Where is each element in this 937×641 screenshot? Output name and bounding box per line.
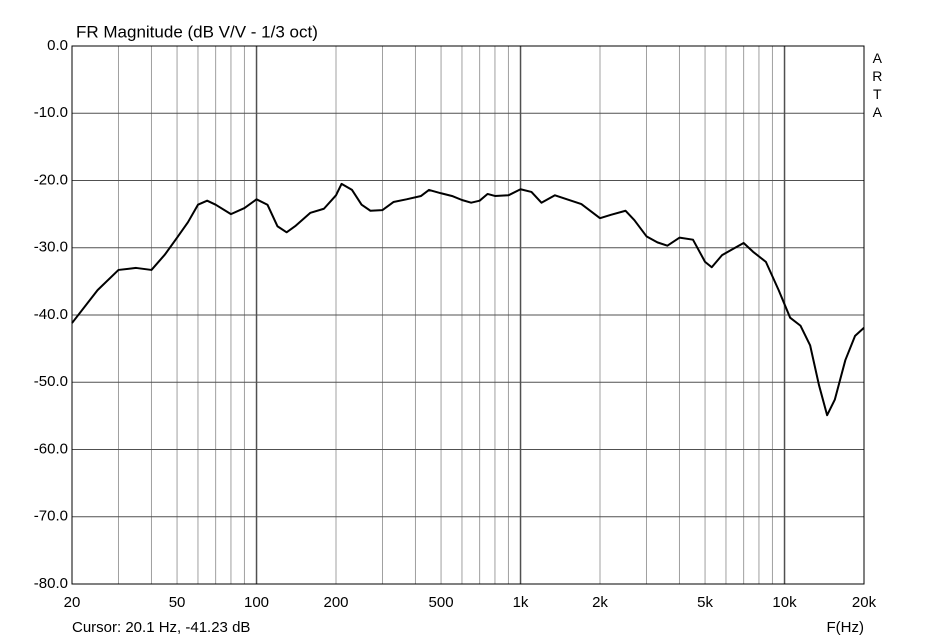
y-tick-label: -60.0 xyxy=(34,440,68,457)
y-tick-label: -50.0 xyxy=(34,373,68,390)
cursor-readout: Cursor: 20.1 Hz, -41.23 dB xyxy=(72,619,250,636)
y-tick-label: -20.0 xyxy=(34,171,68,188)
data-line xyxy=(71,182,865,417)
y-tick-label: -80.0 xyxy=(34,575,68,592)
x-tick-label: 10k xyxy=(772,594,797,611)
y-tick-label: -10.0 xyxy=(34,104,68,121)
y-tick-label: -30.0 xyxy=(34,239,68,256)
x-tick-label: 500 xyxy=(429,594,454,611)
y-tick-label: -70.0 xyxy=(34,508,68,525)
plot-frame xyxy=(71,45,865,585)
y-tick-label: -40.0 xyxy=(34,306,68,323)
y-tick-label: 0.0 xyxy=(47,37,68,54)
x-tick-label: 5k xyxy=(697,594,713,611)
x-tick-label: 50 xyxy=(169,594,186,611)
watermark: ARTA xyxy=(869,50,885,122)
x-tick-label: 100 xyxy=(244,594,269,611)
x-tick-label: 20k xyxy=(852,594,877,611)
x-tick-label: 1k xyxy=(513,594,529,611)
x-axis-label: F(Hz) xyxy=(827,619,865,636)
chart-title: FR Magnitude (dB V/V - 1/3 oct) xyxy=(76,22,318,41)
x-tick-label: 2k xyxy=(592,594,608,611)
x-tick-label: 20 xyxy=(64,594,81,611)
x-tick-label: 200 xyxy=(323,594,348,611)
